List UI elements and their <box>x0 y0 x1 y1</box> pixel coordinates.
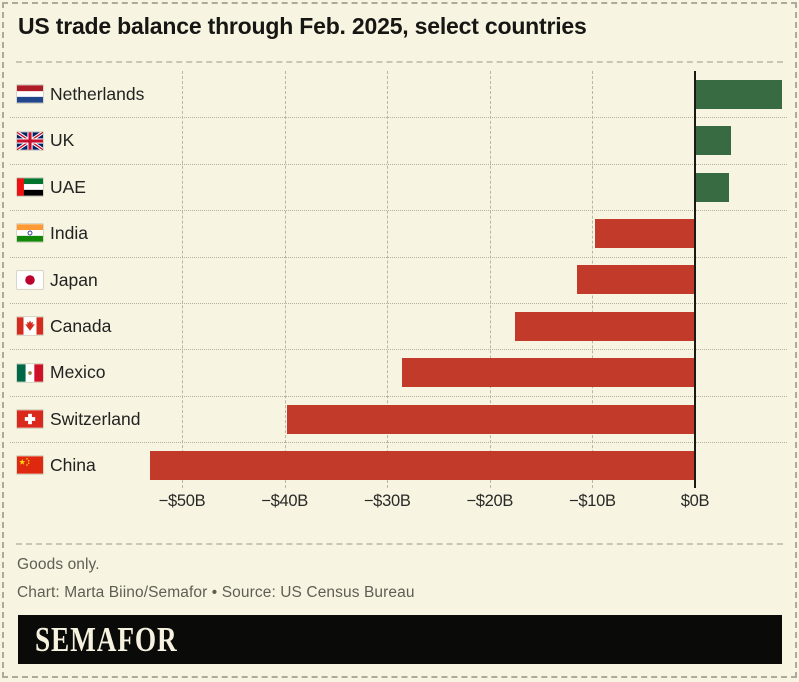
x-gridline <box>284 71 286 488</box>
trade-balance-bar-uae[interactable] <box>695 172 729 202</box>
footer-credit: Chart: Marta Biino/Semafor • Source: US … <box>17 584 415 601</box>
country-row: Switzerland <box>0 396 799 442</box>
trade-balance-bar-mexico[interactable] <box>401 358 695 388</box>
trade-balance-bar-uk[interactable] <box>695 126 731 156</box>
country-row: UK <box>0 117 799 163</box>
row-separator <box>10 163 787 165</box>
x-axis-tick-label: $0B <box>680 492 710 510</box>
trade-balance-bar-canada[interactable] <box>515 311 695 341</box>
x-axis-tick-label: −$10B <box>569 492 616 510</box>
china-flag-icon <box>17 456 43 475</box>
semafor-logo-bar[interactable]: SEMAFOR <box>18 615 782 664</box>
row-separator <box>10 117 787 119</box>
x-axis-tick-label: −$30B <box>363 492 411 510</box>
row-separator <box>10 349 787 351</box>
x-gridline <box>387 71 389 488</box>
trade-balance-chart: −$50B −$40B −$30B −$20B −$10B $0B Netherlands U… <box>0 71 799 510</box>
x-axis-tick-label: −$40B <box>261 492 308 510</box>
x-axis-tick-label: −$20B <box>466 492 514 510</box>
semafor-logo: SEMAFOR <box>35 619 178 659</box>
x-gridline <box>489 71 491 488</box>
country-row: Canada <box>0 303 799 349</box>
country-label: Canada <box>50 316 112 336</box>
row-separator <box>10 256 787 258</box>
country-row: Netherlands <box>0 71 799 117</box>
uk-flag-icon <box>17 131 43 150</box>
country-row: Mexico <box>0 349 799 395</box>
india-flag-icon <box>17 224 43 243</box>
country-label: Switzerland <box>50 408 141 429</box>
country-label: Mexico <box>50 362 106 383</box>
row-separator <box>10 303 787 304</box>
x-axis-tick-label: −$50B <box>158 492 206 510</box>
trade-balance-bar-japan[interactable] <box>577 265 695 295</box>
trade-balance-bar-netherlands[interactable] <box>695 79 783 109</box>
trade-balance-bar-switzerland[interactable] <box>286 404 695 434</box>
mexico-flag-icon <box>17 363 43 382</box>
title-separator <box>16 61 783 63</box>
japan-flag-icon <box>17 271 43 289</box>
country-row: UAE <box>0 164 799 210</box>
footer-separator <box>16 543 783 545</box>
country-label: India <box>50 223 88 244</box>
country-label: Netherlands <box>50 84 145 104</box>
row-separator <box>10 210 787 212</box>
canada-flag-icon <box>17 317 43 335</box>
country-row: China <box>0 442 799 488</box>
country-row: India <box>0 210 799 256</box>
footer-note: Goods only. <box>17 556 100 573</box>
netherlands-flag-icon <box>17 85 43 103</box>
country-label: UK <box>50 130 75 151</box>
zero-baseline <box>694 71 696 488</box>
row-separator <box>10 395 787 397</box>
country-label: UAE <box>50 176 86 197</box>
x-gridline <box>182 71 183 488</box>
switzerland-flag-icon <box>17 410 43 428</box>
uae-flag-icon <box>17 178 43 196</box>
page-title: US trade balance through Feb. 2025, sele… <box>18 13 587 39</box>
country-label: Japan <box>50 269 98 290</box>
country-row: Japan <box>0 257 799 303</box>
trade-balance-bar-china[interactable] <box>150 450 695 480</box>
country-label: China <box>50 455 96 476</box>
trade-balance-bar-india[interactable] <box>595 218 695 248</box>
row-separator <box>10 442 787 444</box>
